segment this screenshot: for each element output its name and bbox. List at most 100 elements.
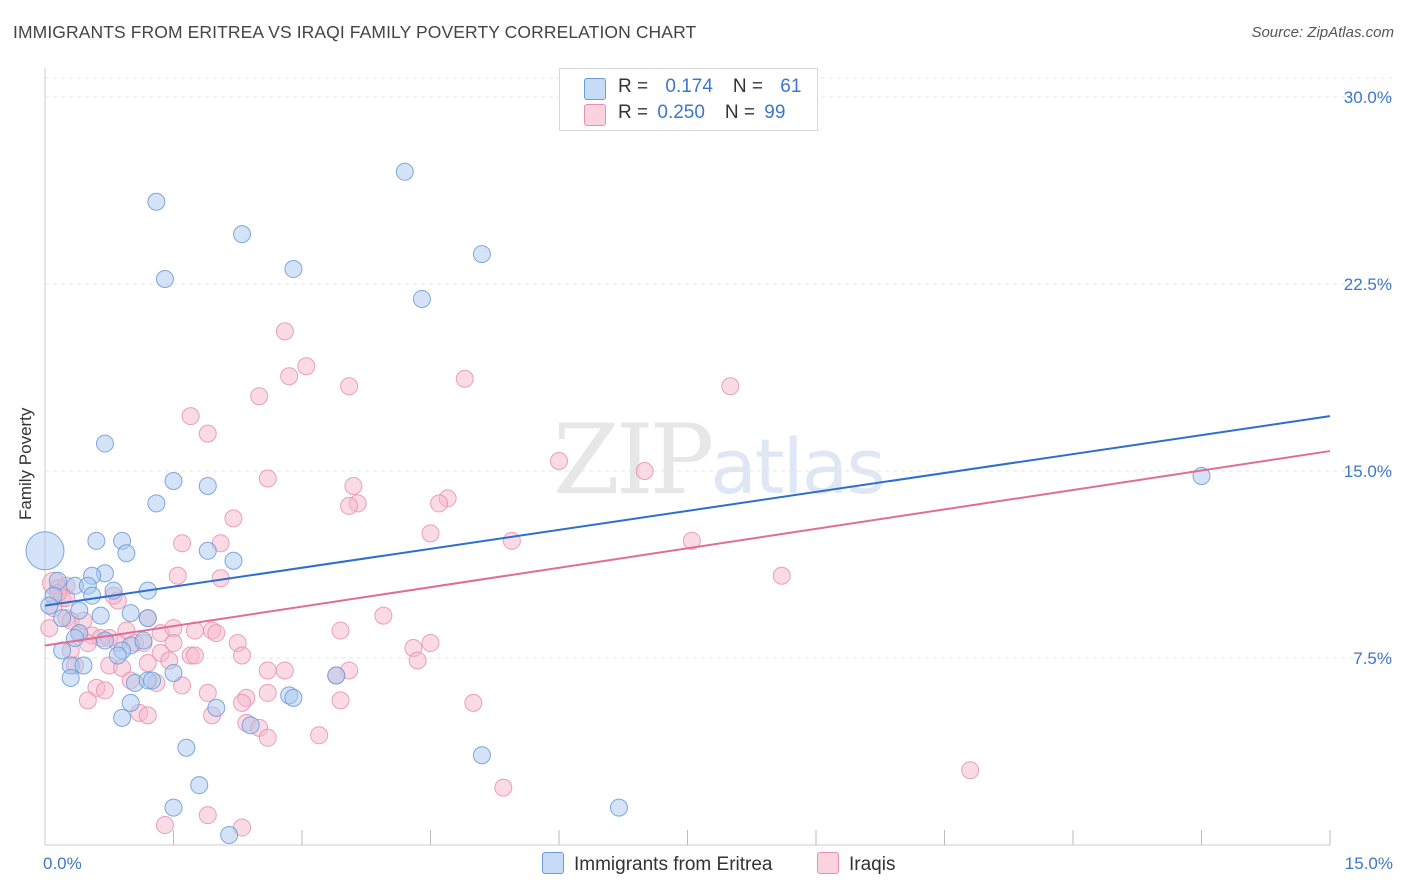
point-iraqis bbox=[961, 761, 980, 780]
point-iraqis bbox=[258, 469, 277, 488]
point-iraqis bbox=[297, 357, 316, 376]
point-eritrea bbox=[412, 289, 431, 308]
point-eritrea bbox=[95, 434, 114, 453]
point-eritrea bbox=[138, 609, 157, 628]
point-eritrea bbox=[198, 541, 217, 560]
point-iraqis bbox=[772, 566, 791, 585]
point-eritrea bbox=[121, 693, 140, 712]
point-eritrea bbox=[147, 192, 166, 211]
point-iraqis bbox=[198, 424, 217, 443]
legend-r-label: R = bbox=[618, 102, 654, 123]
point-iraqis bbox=[635, 462, 654, 480]
point-eritrea bbox=[327, 666, 346, 685]
point-eritrea bbox=[53, 609, 72, 628]
point-eritrea bbox=[207, 698, 226, 717]
point-iraqis bbox=[155, 816, 174, 835]
point-iraqis bbox=[340, 496, 359, 515]
y-axis-title: Family Poverty bbox=[16, 407, 35, 520]
point-iraqis bbox=[275, 661, 294, 680]
point-eritrea bbox=[74, 656, 93, 675]
stats-legend: R = 0.174 N = 61 R = 0.250 N = 99 bbox=[559, 68, 818, 131]
point-eritrea bbox=[284, 688, 303, 707]
point-iraqis bbox=[138, 653, 157, 672]
point-iraqis bbox=[185, 646, 204, 665]
chart-title: IMMIGRANTS FROM ERITREA VS IRAQI FAMILY … bbox=[13, 22, 697, 42]
point-iraqis bbox=[250, 387, 269, 406]
grid-lines bbox=[45, 77, 1392, 659]
point-iraqis bbox=[340, 377, 359, 396]
point-eritrea bbox=[609, 798, 628, 817]
point-iraqis bbox=[207, 624, 226, 643]
point-iraqis bbox=[168, 566, 187, 585]
point-eritrea bbox=[164, 798, 183, 817]
axes bbox=[44, 68, 1331, 846]
point-iraqis bbox=[181, 407, 200, 426]
point-iraqis bbox=[502, 531, 521, 550]
point-eritrea bbox=[164, 471, 183, 490]
point-iraqis bbox=[280, 367, 299, 386]
point-eritrea bbox=[233, 225, 252, 244]
trend-lines bbox=[44, 415, 1331, 647]
point-eritrea bbox=[134, 631, 153, 650]
point-eritrea bbox=[121, 604, 140, 623]
point-eritrea bbox=[70, 601, 89, 620]
point-iraqis bbox=[464, 693, 483, 712]
point-eritrea bbox=[108, 646, 127, 665]
point-eritrea bbox=[284, 260, 303, 279]
point-eritrea bbox=[395, 162, 414, 181]
point-eritrea bbox=[117, 544, 136, 563]
legend-label-iraqis: Iraqis bbox=[849, 854, 896, 875]
point-eritrea bbox=[25, 531, 65, 571]
legend-n-value-iraqis: 99 bbox=[764, 102, 786, 123]
point-eritrea bbox=[164, 663, 183, 682]
point-iraqis bbox=[494, 778, 513, 797]
y-tick-label: 15.0% bbox=[1344, 462, 1392, 481]
point-eritrea bbox=[147, 494, 166, 513]
point-eritrea bbox=[241, 716, 260, 735]
point-eritrea bbox=[87, 531, 106, 550]
point-iraqis bbox=[374, 606, 393, 625]
point-eritrea bbox=[224, 551, 243, 570]
point-iraqis bbox=[198, 806, 217, 825]
point-iraqis bbox=[310, 726, 329, 745]
point-eritrea bbox=[190, 776, 209, 795]
legend-item-eritrea: Immigrants from Eritrea bbox=[542, 852, 772, 876]
point-eritrea bbox=[61, 668, 80, 687]
point-iraqis bbox=[408, 651, 427, 670]
point-iraqis bbox=[258, 728, 277, 747]
point-eritrea bbox=[472, 245, 491, 264]
legend-r-value-iraqis: 0.250 bbox=[657, 102, 705, 123]
trend-line-eritrea bbox=[44, 415, 1331, 607]
watermark: ZIPatlas bbox=[553, 404, 886, 516]
point-iraqis bbox=[682, 531, 701, 550]
point-eritrea bbox=[177, 738, 196, 757]
legend-r-value-eritrea: 0.174 bbox=[665, 76, 713, 97]
data-points bbox=[25, 162, 1211, 845]
y-tick-label: 22.5% bbox=[1344, 275, 1392, 294]
point-iraqis bbox=[233, 646, 252, 665]
point-iraqis bbox=[233, 693, 252, 712]
point-iraqis bbox=[258, 661, 277, 680]
point-eritrea bbox=[113, 708, 132, 727]
point-iraqis bbox=[421, 634, 440, 653]
legend-swatch-iraqis bbox=[817, 852, 839, 874]
legend-r-label: R = bbox=[618, 76, 654, 97]
point-iraqis bbox=[344, 476, 363, 495]
legend-swatch-eritrea bbox=[584, 78, 606, 100]
legend-label-eritrea: Immigrants from Eritrea bbox=[574, 854, 773, 875]
point-iraqis bbox=[258, 683, 277, 702]
y-tick-label: 7.5% bbox=[1353, 649, 1392, 668]
point-eritrea bbox=[198, 476, 217, 495]
legend-swatch-eritrea bbox=[542, 852, 564, 874]
point-iraqis bbox=[164, 619, 183, 638]
point-iraqis bbox=[430, 494, 449, 513]
point-iraqis bbox=[198, 683, 217, 702]
point-eritrea bbox=[155, 270, 174, 289]
x-tick-label: 15.0% bbox=[1345, 854, 1393, 873]
trend-line-iraqis bbox=[44, 450, 1331, 647]
point-iraqis bbox=[421, 524, 440, 543]
point-iraqis bbox=[331, 691, 350, 710]
legend-n-value-eritrea: 61 bbox=[780, 76, 802, 97]
legend-swatch-iraqis bbox=[584, 104, 606, 126]
